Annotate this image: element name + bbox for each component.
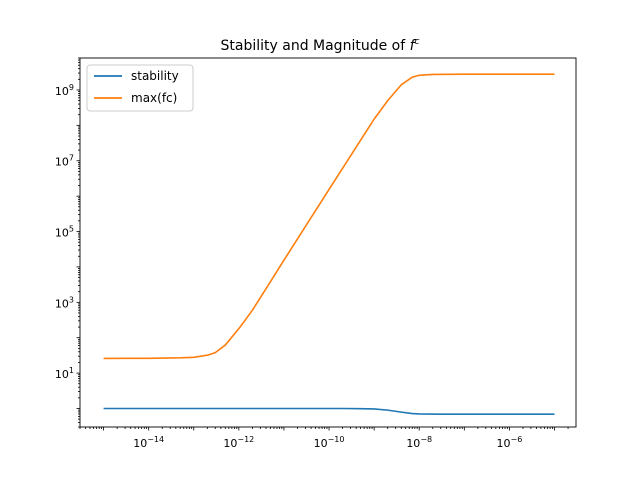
legend: stability max(fc): [86, 64, 194, 112]
y-tick-label-0: 101: [55, 366, 74, 381]
series-line-0: [103, 407, 555, 416]
y-tick-label-4: 109: [55, 83, 74, 98]
x-tick-label-1: 10−12: [223, 435, 254, 450]
x-tick-label-0: 10−14: [133, 435, 164, 450]
series-layer: [103, 73, 555, 416]
x-tick-label-4: 10−6: [496, 435, 522, 450]
chart-title-text: Stability and Magnitude of: [221, 38, 410, 54]
y-tick-label-3: 107: [55, 154, 74, 169]
chart-title: Stability and Magnitude of fc: [221, 37, 420, 54]
chart-title-superscript: c: [415, 37, 420, 47]
series-line-1: [103, 73, 555, 360]
legend-label-0: stability: [131, 69, 179, 83]
y-tick-label-1: 103: [55, 295, 74, 310]
y-axis: 101 103 105 107 109: [55, 57, 80, 428]
x-axis: 10−14 10−12 10−10 10−8 10−6: [79, 427, 569, 450]
legend-label-1: max(fc): [131, 91, 177, 105]
x-tick-label-2: 10−10: [314, 435, 345, 450]
chart-title-symbol: f: [410, 38, 417, 54]
y-tick-label-2: 105: [55, 225, 74, 240]
x-tick-label-3: 10−8: [406, 435, 432, 450]
